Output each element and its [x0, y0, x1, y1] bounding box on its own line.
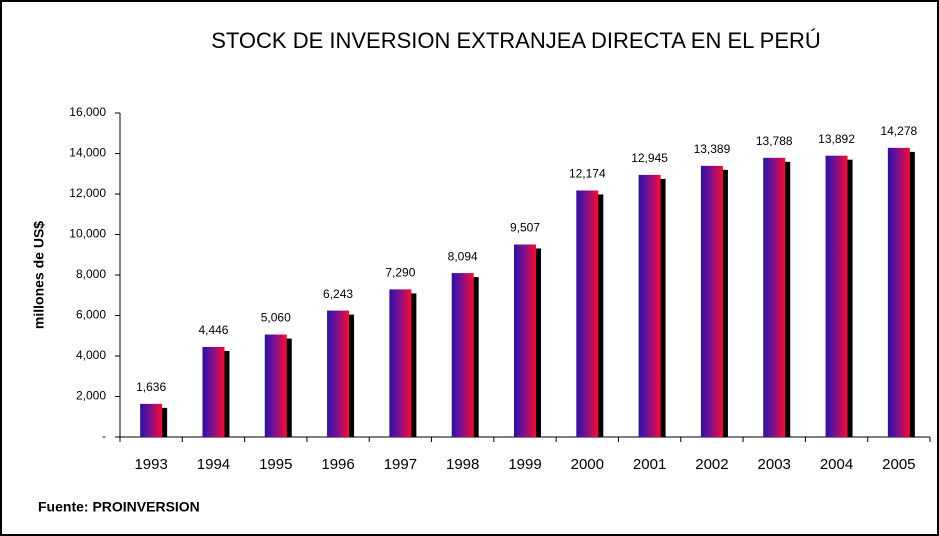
x-tick-label: 2001 — [633, 456, 666, 473]
value-label: 7,290 — [385, 266, 415, 280]
bar — [638, 174, 661, 437]
x-tick-label: 1997 — [384, 456, 417, 473]
x-tick-label: 1999 — [508, 456, 541, 473]
bar — [763, 157, 786, 437]
bar — [451, 273, 474, 437]
value-label: 8,094 — [448, 249, 478, 263]
bar — [700, 165, 723, 438]
y-tick-label: 8,000 — [76, 267, 106, 281]
value-label: 13,788 — [756, 134, 793, 148]
x-tick-label: 1998 — [446, 456, 479, 473]
value-label: 12,174 — [569, 167, 606, 181]
y-tick-label: - — [102, 429, 106, 443]
bar — [202, 346, 225, 437]
x-tick-label: 2003 — [758, 456, 791, 473]
value-label: 9,507 — [510, 221, 540, 235]
value-label: 13,389 — [694, 142, 731, 156]
y-tick-label: 2,000 — [76, 389, 106, 403]
y-tick-label: 12,000 — [69, 186, 106, 200]
x-tick-label: 1994 — [197, 456, 230, 473]
value-label: 5,060 — [261, 311, 291, 325]
bar — [514, 244, 536, 437]
bar — [389, 289, 412, 437]
bar — [264, 334, 287, 437]
y-tick-label: 6,000 — [76, 308, 106, 322]
value-label: 13,892 — [818, 132, 855, 146]
x-tick-label: 2000 — [571, 456, 604, 473]
x-tick-label: 2005 — [882, 456, 915, 473]
bar — [887, 147, 910, 438]
value-label: 12,945 — [631, 151, 668, 165]
x-tick-label: 1996 — [321, 456, 354, 473]
y-tick-label: 14,000 — [69, 146, 106, 160]
bar — [576, 190, 599, 437]
y-axis-label: millones de US$ — [31, 221, 47, 329]
value-label: 4,446 — [198, 323, 228, 337]
y-tick-label: 16,000 — [69, 105, 106, 119]
y-tick-label: 10,000 — [69, 227, 106, 241]
x-tick-label: 1993 — [134, 456, 167, 473]
bar — [825, 155, 848, 437]
chart-title: STOCK DE INVERSION EXTRANJEA DIRECTA EN … — [211, 28, 821, 53]
value-label: 1,636 — [136, 380, 166, 394]
y-tick-label: 4,000 — [76, 348, 106, 362]
x-tick-label: 1995 — [259, 456, 292, 473]
value-label: 14,278 — [880, 124, 917, 138]
x-tick-label: 2002 — [695, 456, 728, 473]
source-note: Fuente: PROINVERSION — [38, 499, 200, 515]
value-label: 6,243 — [323, 287, 353, 301]
x-tick-label: 2004 — [820, 456, 853, 473]
bar — [327, 310, 350, 437]
bar — [140, 403, 163, 437]
